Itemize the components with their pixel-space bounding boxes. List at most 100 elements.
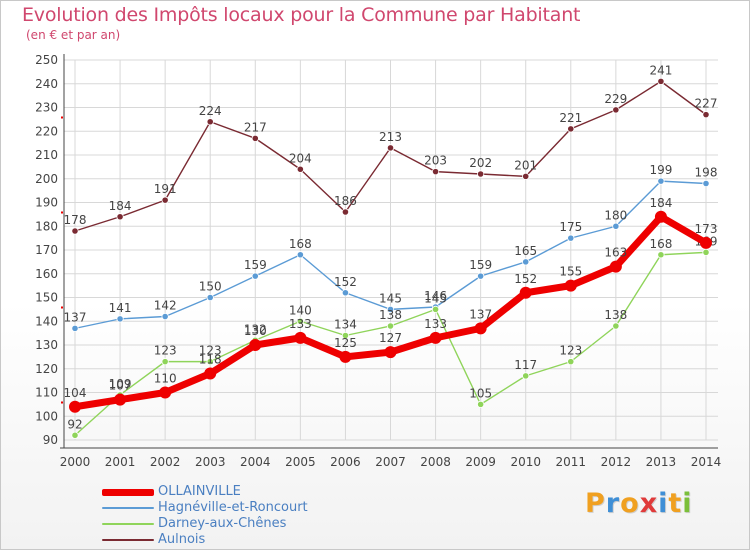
x-tick-label: 2014 [691,455,722,469]
data-point [296,251,304,259]
legend-swatch [102,488,154,496]
data-label: 213 [379,130,402,144]
data-point [384,346,397,359]
data-point [206,358,214,366]
data-point [249,339,262,351]
data-label: 137 [469,307,492,321]
y-tick-label: 240 [35,77,58,91]
data-label: 178 [64,213,87,227]
data-point [567,234,575,242]
data-label: 134 [334,318,357,332]
legend-item-aulnois[interactable]: Aulnois [102,532,308,548]
data-point [114,393,127,406]
data-label: 152 [514,272,537,286]
y-tick-label: 180 [35,219,58,233]
data-point [522,372,530,380]
legend-item-ollainville[interactable]: OLLAINVILLE [102,484,308,500]
data-point [477,272,485,280]
legend-item-darney[interactable]: Darney-aux-Chênes [102,516,308,532]
y-tick-label: 100 [35,409,58,423]
y-tick-label: 160 [35,267,58,281]
data-label: 130 [244,324,267,338]
data-label: 138 [379,308,402,322]
data-point [116,315,124,323]
data-point [341,331,350,340]
data-point [477,400,485,408]
x-tick-label: 2012 [601,455,632,469]
legend-swatch [102,539,154,541]
y-tick-label: 110 [35,386,58,400]
data-point [431,305,440,313]
data-label: 175 [559,220,582,234]
data-label: 229 [604,92,627,106]
data-point [564,279,577,292]
legend-swatch [102,523,154,525]
data-label: 180 [604,208,627,222]
x-tick-label: 2007 [375,455,406,469]
data-point [69,400,81,413]
data-point [71,324,79,332]
logo-letter: i [658,488,669,519]
proxiti-logo[interactable]: Proxiti [585,488,693,519]
data-label: 184 [109,199,132,213]
x-tick-label: 2002 [150,455,181,469]
data-point [702,179,710,188]
data-label: 186 [334,194,357,208]
x-tick-label: 2006 [330,455,361,469]
data-point [294,331,307,344]
logo-letter: t [668,488,683,519]
data-point [204,367,217,380]
x-tick-label: 2004 [240,455,271,469]
data-point [612,106,620,114]
data-point [657,77,665,85]
chart-subtitle: (en € et par an) [26,28,121,42]
data-label: 104 [64,386,87,400]
x-tick-label: 2011 [556,455,587,469]
data-label: 191 [154,182,177,196]
y-tick-label: 170 [35,243,58,257]
data-label: 141 [109,301,132,315]
data-point [341,208,350,216]
data-label: 110 [154,372,177,386]
data-point [657,177,665,185]
data-point [116,213,124,221]
data-label: 123 [559,344,582,358]
legend-swatch [102,507,154,509]
data-label: 146 [424,289,447,303]
data-label: 217 [244,120,267,134]
data-point [206,293,214,302]
y-tick-label: 220 [35,124,58,138]
data-label: 199 [649,163,672,177]
data-point [161,358,169,366]
data-label: 123 [199,344,222,358]
data-point [702,111,710,119]
y-tick-label: 140 [35,314,58,328]
y-tick-label: 250 [35,53,58,67]
y-tick-label: 190 [35,196,58,210]
data-point [522,172,530,180]
logo-letter: x [639,488,659,519]
data-point [612,222,620,230]
data-point [251,134,259,142]
legend-item-hagneville[interactable]: Hagnéville-et-Roncourt [102,500,308,516]
data-label: 198 [695,166,718,180]
x-tick-label: 2009 [465,455,496,469]
data-label: 168 [649,237,672,251]
data-point [161,312,169,321]
data-point [612,322,620,330]
data-label: 133 [424,317,447,331]
data-label: 142 [154,299,177,313]
data-point [339,350,352,363]
data-point [657,251,665,259]
data-point [702,248,710,256]
data-label: 117 [514,358,537,372]
logo-letter: i [682,488,693,519]
data-point [567,125,575,133]
x-tick-label: 2003 [195,455,226,469]
data-point [567,358,575,366]
data-point [477,170,485,178]
data-label: 105 [469,386,492,400]
x-tick-label: 2001 [105,455,136,469]
data-label: 201 [514,158,537,172]
x-tick-label: 2013 [646,455,677,469]
